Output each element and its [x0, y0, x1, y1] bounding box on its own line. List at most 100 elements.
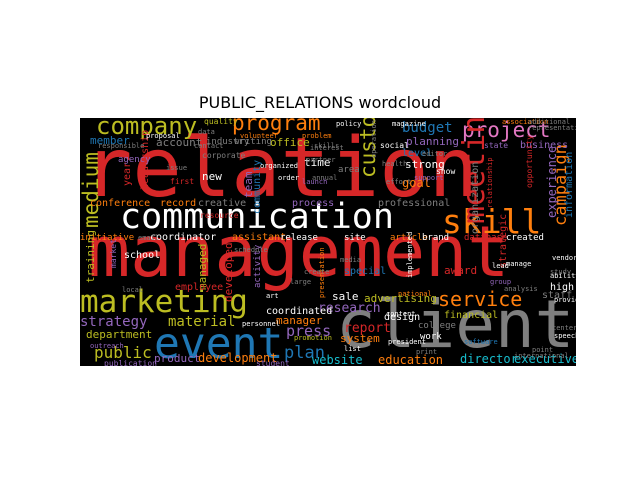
word-volunteer: volunteer [240, 132, 278, 140]
word-goal: goal [402, 176, 431, 190]
word-school: school [124, 250, 160, 261]
word-staff: staff [542, 290, 572, 301]
word-level: level [402, 148, 432, 159]
word-employee: employee [175, 282, 223, 293]
word-press: press [286, 322, 331, 340]
word-education: education [378, 353, 443, 366]
word-manager: manager [276, 314, 323, 327]
word-new: new [202, 170, 222, 183]
word-college: college [418, 321, 456, 331]
word-ability: ability [550, 272, 576, 280]
word-leadership: leadership [140, 130, 151, 190]
word-organization: organization [470, 162, 481, 234]
word-executive: executive [514, 352, 576, 366]
word-marketing: marketing [80, 284, 248, 320]
word-local: local [122, 286, 143, 294]
word-vendor: vendor [552, 254, 576, 262]
word-planning: planning [406, 135, 459, 148]
word-development: development [198, 351, 277, 365]
word-order: order [278, 174, 299, 182]
word-promotion: promotion [294, 334, 332, 342]
word-created: created [506, 233, 544, 243]
word-sale: sale [332, 290, 359, 303]
word-health: health [382, 160, 407, 168]
word-interest: interest [310, 144, 344, 152]
word-personnel: personnel [242, 320, 280, 328]
word-opportunity: opportunity [525, 135, 534, 188]
word-student: student [256, 359, 290, 366]
word-quality: quality [204, 118, 238, 126]
word-industry: industry [206, 137, 250, 147]
word-area: area [338, 165, 360, 175]
word-magazine: magazine [392, 120, 426, 128]
chart-title: PUBLIC_RELATIONS wordcloud [198, 93, 442, 112]
word-annual: annual [312, 174, 337, 182]
word-group: group [490, 278, 511, 286]
word-international: international [514, 352, 569, 360]
word-account: account [156, 136, 202, 149]
word-communication: communication [120, 197, 394, 237]
word-system: system [340, 332, 380, 345]
word-initiative: initiative [80, 233, 134, 243]
word-partner: partner [306, 156, 336, 164]
word-agency: agency [118, 155, 151, 165]
word-plan: plan [284, 343, 325, 363]
word-program: program [232, 118, 321, 135]
word-developed: developed [222, 242, 235, 302]
word-data: data [198, 128, 215, 136]
word-coordinated: coordinated [266, 306, 332, 317]
word-list: list [344, 345, 361, 353]
word-writing: writing [234, 137, 272, 147]
word-director: director [460, 352, 518, 366]
word-budget: budget [402, 120, 453, 136]
word-first: first [170, 177, 194, 186]
wordcloud-background [80, 118, 576, 366]
word-brand: brand [422, 233, 449, 243]
word-skill: skill [442, 202, 541, 241]
word-email: email [138, 234, 159, 242]
word-business: business [520, 140, 568, 151]
word-art: art [266, 292, 279, 300]
word-create: create [304, 268, 329, 276]
word-operation: operation [370, 120, 378, 158]
word-support: support [414, 174, 444, 182]
word-outreach: outreach [90, 342, 124, 350]
word-additional: additional [528, 118, 570, 126]
word-association: association [502, 118, 548, 126]
word-center: center [552, 324, 576, 332]
word-strategic: strategic [498, 214, 509, 268]
word-financial: financial [444, 310, 498, 321]
word-skills: skills [314, 142, 339, 150]
word-year: year [122, 162, 133, 186]
word-design: design [384, 312, 420, 323]
word-strong: strong [405, 158, 445, 171]
word-print: print [416, 348, 437, 356]
word-office: office [270, 136, 310, 149]
word-coordinator: coordinator [150, 232, 216, 243]
word-representative: representative [528, 124, 576, 132]
word-publication: publication [104, 359, 157, 366]
word-social: social [380, 141, 409, 150]
word-assistant: assistant [232, 232, 286, 243]
word-event: event [154, 319, 283, 366]
word-responsible: responsible [98, 142, 144, 150]
word-research: research [318, 301, 381, 316]
word-service: service [438, 287, 522, 311]
word-professional: professional [378, 198, 450, 209]
word-president: president [388, 338, 426, 346]
word-launch: launch [302, 178, 327, 186]
word-member: member [90, 134, 130, 147]
word-problem: problem [302, 132, 332, 140]
word-department: department [86, 328, 152, 341]
word-editor: editor [422, 150, 447, 158]
word-media: media [340, 256, 361, 264]
word-site: site [344, 233, 366, 243]
word-point: point [532, 346, 553, 354]
word-activity: activity [253, 244, 263, 288]
word-article: article [390, 233, 428, 243]
word-presentation: presentation [318, 247, 326, 298]
word-special: special [344, 266, 386, 277]
word-database: database [464, 233, 507, 243]
word-software: software [464, 338, 498, 346]
word-organized: organized [260, 162, 298, 170]
